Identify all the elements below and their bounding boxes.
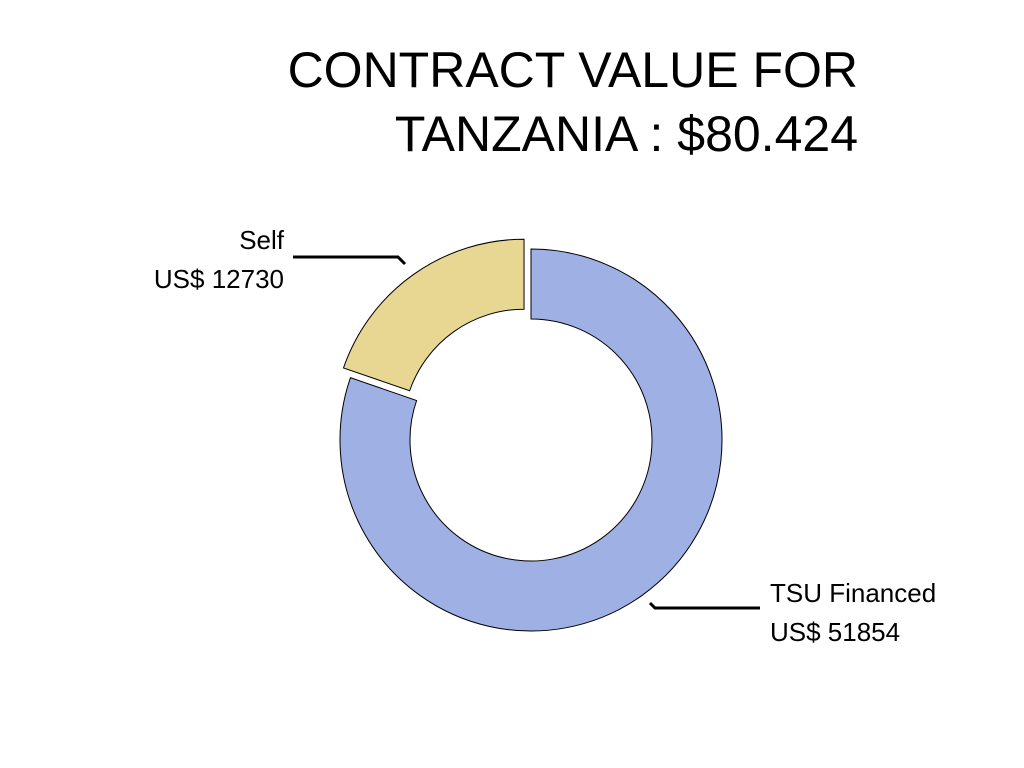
value-label: US$ 51854 (770, 617, 900, 647)
slice-label: TSU Financed (770, 578, 936, 608)
chart-title: CONTRACT VALUE FOR TANZANIA : $80.424 (287, 42, 858, 162)
leader-line (648, 601, 760, 610)
donut-slice (339, 248, 723, 632)
leader-line (293, 255, 407, 266)
value-label: US$ 12730 (154, 264, 284, 294)
slice-label: Self (239, 225, 285, 255)
donut-slice (342, 238, 525, 392)
